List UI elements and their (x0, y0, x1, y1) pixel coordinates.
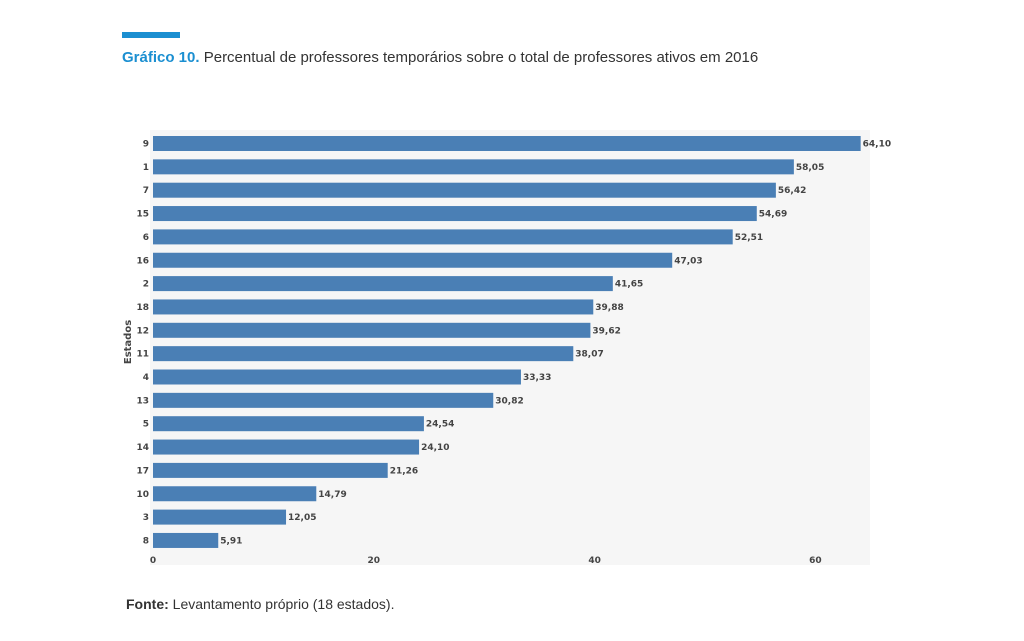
bar-15 (153, 206, 757, 222)
category-label-4: 4 (143, 373, 149, 383)
x-tick-label-60: 60 (809, 556, 822, 566)
bar-9 (153, 136, 861, 151)
bar-18 (153, 299, 594, 315)
value-label-16: 47,03 (674, 256, 702, 266)
x-tick-labels-group: 0 20 40 60 (150, 556, 822, 566)
y-axis-title: Estados (123, 320, 134, 364)
bar-3 (153, 509, 287, 525)
category-label-11: 11 (136, 350, 149, 360)
bar-16 (153, 252, 673, 268)
bar-2 (153, 276, 613, 292)
value-label-4: 33,33 (523, 373, 551, 383)
value-label-17: 21,26 (390, 466, 418, 476)
bar-8 (153, 532, 219, 548)
category-label-15: 15 (136, 210, 149, 220)
accent-bar (122, 32, 180, 38)
category-label-1: 1 (143, 163, 149, 173)
x-tick-label-20: 20 (368, 556, 381, 566)
source-note: Fonte: Levantamento próprio (18 estados)… (126, 596, 394, 612)
bars-group (153, 136, 861, 548)
bar-13 (153, 392, 494, 408)
chart-number: Gráfico 10. (122, 49, 200, 66)
category-label-13: 13 (136, 396, 149, 406)
x-tick-label-40: 40 (588, 556, 601, 566)
category-label-14: 14 (136, 443, 149, 453)
category-label-16: 16 (136, 256, 149, 266)
value-label-8: 5,91 (220, 536, 242, 546)
value-label-9: 64,10 (863, 140, 891, 150)
value-label-6: 52,51 (735, 233, 763, 243)
value-label-11: 38,07 (575, 350, 603, 360)
value-label-3: 12,05 (288, 513, 316, 523)
chart-title: Percentual de professores temporários so… (203, 49, 759, 66)
bar-11 (153, 346, 574, 362)
bar-1 (153, 159, 794, 175)
value-label-2: 41,65 (615, 280, 643, 290)
category-label-3: 3 (143, 513, 149, 523)
bar-17 (153, 462, 388, 478)
value-label-5: 24,54 (426, 420, 454, 430)
bar-10 (153, 486, 317, 502)
value-label-18: 39,88 (595, 303, 623, 313)
bar-12 (153, 322, 591, 338)
bar-6 (153, 229, 733, 245)
value-label-12: 39,62 (592, 326, 620, 336)
category-label-8: 8 (143, 536, 149, 546)
value-label-7: 56,42 (778, 186, 806, 196)
bar-7 (153, 182, 776, 198)
x-tick-label-0: 0 (150, 556, 156, 566)
value-label-1: 58,05 (796, 163, 824, 173)
category-label-7: 7 (143, 186, 149, 196)
category-label-2: 2 (143, 280, 149, 290)
category-label-9: 9 (143, 140, 149, 150)
value-label-10: 14,79 (318, 490, 346, 500)
category-label-10: 10 (136, 490, 149, 500)
value-labels-group: 64,10 58,05 56,42 54,69 52,51 47,03 41,65 39,88… (220, 140, 891, 547)
value-label-13: 30,82 (495, 396, 523, 406)
chart-heading: Gráfico 10. Percentual de professores te… (122, 49, 758, 66)
category-label-5: 5 (143, 420, 149, 430)
category-label-12: 12 (136, 326, 149, 336)
bar-14 (153, 439, 420, 455)
category-label-6: 6 (143, 233, 149, 243)
value-label-15: 54,69 (759, 210, 787, 220)
category-label-17: 17 (136, 466, 149, 476)
bar-5 (153, 416, 424, 432)
source-label: Fonte: (126, 596, 169, 612)
category-label-18: 18 (136, 303, 149, 313)
source-text: Levantamento próprio (18 estados). (172, 596, 395, 612)
value-label-14: 24,10 (421, 443, 449, 453)
bar-4 (153, 369, 521, 385)
